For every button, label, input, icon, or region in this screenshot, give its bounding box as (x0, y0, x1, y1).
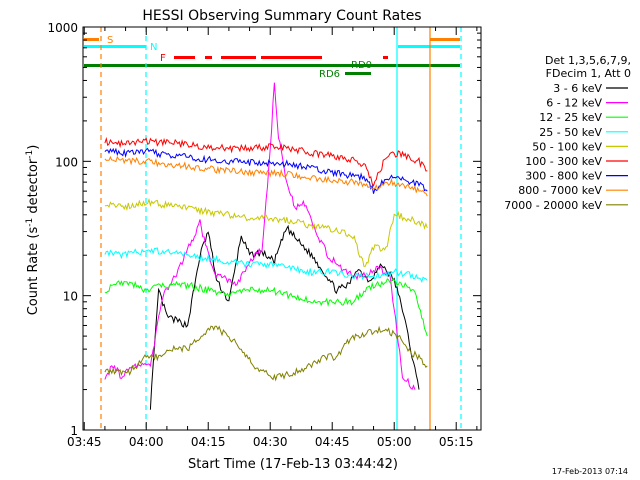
x-tick-label: 04:00 (129, 435, 164, 449)
x-tick-label: 04:30 (253, 435, 288, 449)
plot-area (83, 27, 481, 430)
y-axis-label-end: ) (26, 145, 41, 150)
x-axis-label: Start Time (17-Feb-13 03:44:42) (188, 457, 398, 472)
flag-label-s: S (107, 35, 113, 46)
y-tick-label: 10 (63, 290, 78, 304)
flag-label-f: F (160, 53, 166, 64)
series-line-3-6-keV (149, 224, 420, 410)
flag-bar-flare (261, 56, 322, 59)
legend: Det 1,3,5,6,7,9, FDecim 1, Att 0 3 - 6 k… (504, 54, 631, 212)
axis-frame (82, 26, 482, 431)
y-axis-label: Count Rate (s-1 detector-1) (25, 145, 41, 316)
x-tick-label: 03:45 (67, 435, 102, 449)
axes: 1 10 100 1000 03:45 04:00 04:15 04:30 04:45 05:00… (47, 21, 482, 449)
timestamp-footer: 17-Feb-2013 07:14 (552, 467, 628, 476)
legend-header-line2: FDecim 1, Att 0 (546, 67, 631, 80)
x-tick-label: 04:45 (315, 435, 350, 449)
series-line-800-7000-keV (104, 155, 428, 197)
legend-entry-label: 3 - 6 keV (553, 82, 602, 95)
y-axis-label-sup1: -1 (25, 218, 35, 227)
series-line-12-25-keV (104, 278, 428, 337)
series-line-300-800-keV (104, 147, 428, 194)
event-lines (100, 27, 462, 430)
flag-label-n: N (150, 42, 157, 53)
y-axis-label-sup2: -1 (25, 150, 35, 159)
y-tick-label: 1000 (47, 21, 78, 35)
y-axis-label-mid: detector (26, 158, 41, 218)
x-tick-label: 05:15 (439, 435, 474, 449)
plot-frame (83, 27, 481, 430)
flag-label-rd0: RD0 (351, 60, 372, 71)
flag-bar-flare (383, 56, 388, 59)
state-flags: S NF RD0 RD6 (84, 35, 460, 80)
legend-header-line1: Det 1,3,5,6,7,9, (545, 54, 631, 67)
series-line-25-50-keV (104, 247, 428, 283)
legend-entry-label: 300 - 800 keV (525, 170, 602, 183)
flag-bar-night-right (398, 45, 460, 48)
y-tick-label: 100 (55, 155, 78, 169)
legend-entry-label: 12 - 25 keV (539, 111, 602, 124)
series-line-100-300-keV (104, 136, 428, 188)
flag-bar-flare (174, 56, 195, 59)
y-tick-label: 1 (70, 424, 78, 438)
chart-title: HESSI Observing Summary Count Rates (142, 8, 421, 24)
legend-entry-label: 50 - 100 keV (532, 140, 602, 153)
flag-bar-rd0 (84, 64, 460, 67)
series-lines (104, 82, 428, 410)
flag-bar-flare (221, 56, 256, 59)
flag-bar-saa-left (84, 38, 99, 41)
series-line-6-12-keV (104, 82, 416, 391)
legend-entry-label: 25 - 50 keV (539, 126, 602, 139)
legend-entry-label: 7000 - 20000 keV (504, 199, 602, 212)
legend-entry-label: 800 - 7000 keV (518, 184, 602, 197)
flag-bar-saa-right (430, 38, 460, 41)
x-tick-label: 04:15 (191, 435, 226, 449)
flag-bar-rd6 (345, 72, 371, 75)
legend-entry-label: 100 - 300 keV (525, 155, 602, 168)
flag-label-rd6: RD6 (319, 69, 340, 80)
y-axis-label-main: Count Rate (s (26, 227, 41, 316)
series-line-50-100-keV (104, 198, 428, 267)
flag-bar-night-left (84, 45, 146, 48)
x-tick-label: 05:00 (377, 435, 412, 449)
flag-bar-flare (205, 56, 212, 59)
legend-entry-label: 6 - 12 keV (546, 97, 602, 110)
series-line-7000-20000-keV (104, 325, 428, 382)
